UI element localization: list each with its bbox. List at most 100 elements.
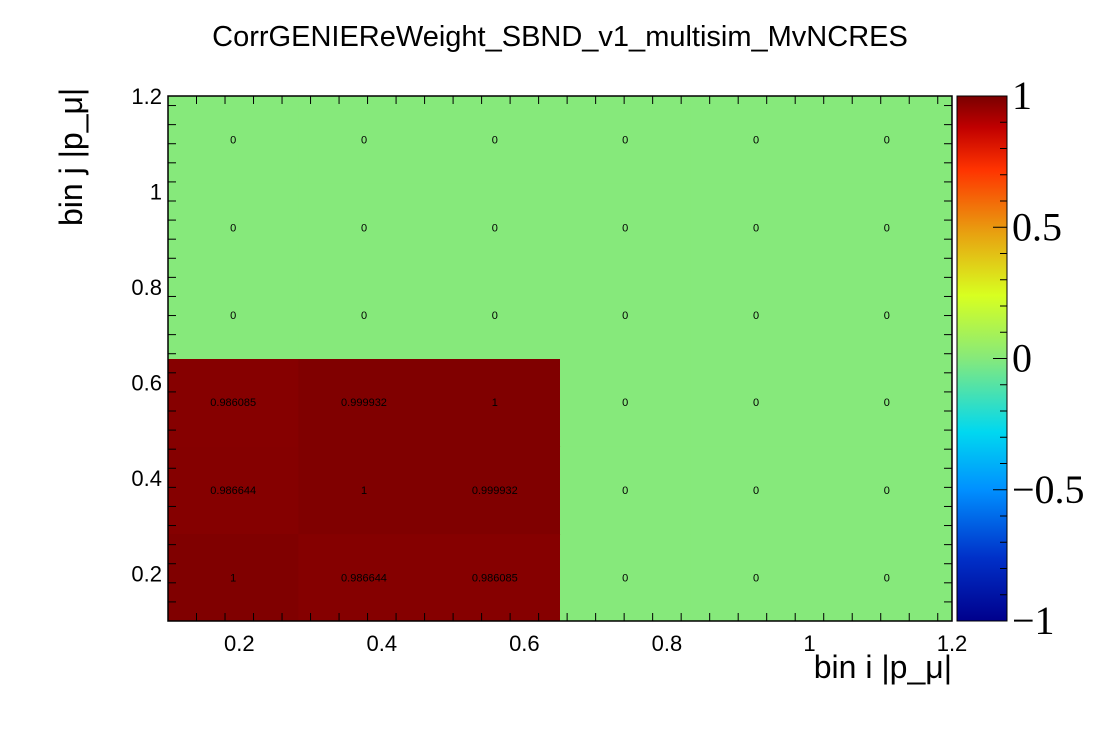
heatmap-cell-label: 0 bbox=[622, 485, 628, 497]
heatmap-cell bbox=[690, 96, 823, 184]
heatmap-cell bbox=[821, 533, 953, 622]
heatmap-cell-label: 0 bbox=[884, 222, 890, 234]
heatmap-cell-label: 0 bbox=[622, 222, 628, 234]
colorbar-tick-label: −1 bbox=[1012, 598, 1055, 643]
heatmap-cell-label: 0 bbox=[492, 135, 498, 147]
heatmap-cell bbox=[429, 533, 561, 622]
heatmap-cell-label: 0 bbox=[622, 135, 628, 147]
heatmap-cell bbox=[560, 271, 691, 359]
heatmap-cell bbox=[821, 445, 953, 535]
heatmap-cell-label: 0 bbox=[753, 135, 759, 147]
x-axis-label: bin i |p_μ| bbox=[814, 649, 952, 685]
y-axis-label: bin j |p_μ| bbox=[53, 88, 89, 226]
heatmap-cell bbox=[690, 271, 823, 359]
heatmap-cell bbox=[168, 358, 299, 447]
heatmap-cell-label: 0 bbox=[622, 310, 628, 322]
heatmap-cell-label: 0 bbox=[884, 485, 890, 497]
heatmap-cell bbox=[168, 271, 299, 359]
colorbar-tick-label: −0.5 bbox=[1012, 467, 1085, 512]
heatmap-cell bbox=[560, 533, 691, 622]
heatmap-cell-label: 0 bbox=[753, 572, 759, 584]
heatmap-cell bbox=[298, 533, 431, 622]
heatmap-cell bbox=[560, 183, 691, 272]
x-tick-label: 1 bbox=[803, 631, 815, 656]
heatmap-cell-label: 0 bbox=[492, 222, 498, 234]
heatmap-cell-label: 0 bbox=[884, 310, 890, 322]
heatmap-cell bbox=[429, 183, 561, 272]
x-tick-label: 0.8 bbox=[652, 631, 683, 656]
x-tick-label: 0.2 bbox=[224, 631, 255, 656]
heatmap-cell-label: 0 bbox=[492, 310, 498, 322]
heatmap-cell-label: 0 bbox=[230, 222, 236, 234]
heatmap-cell-label: 0 bbox=[361, 135, 367, 147]
heatmap-cell-label: 0 bbox=[884, 135, 890, 147]
heatmap-cell bbox=[429, 96, 561, 184]
x-tick-label: 1.2 bbox=[937, 631, 968, 656]
heatmap-cell-label: 0.986085 bbox=[210, 397, 256, 409]
heatmap-cell-labels: 1 0.986644 0.986085 0 0 0 0.986644 1 0.999932 0 0 0… bbox=[210, 135, 890, 585]
heatmap-cell-label: 0 bbox=[884, 397, 890, 409]
y-axis-ticks bbox=[168, 105, 952, 622]
y-axis-label-text: bin j |p_μ| bbox=[53, 88, 89, 226]
x-axis-label-text: bin i |p_μ| bbox=[814, 649, 952, 685]
heatmap-cell-label: 0 bbox=[753, 310, 759, 322]
heatmap-cell bbox=[298, 271, 431, 359]
heatmap-cell-label: 0 bbox=[361, 222, 367, 234]
y-tick-label: 0.4 bbox=[131, 466, 162, 491]
heatmap-cell bbox=[168, 445, 299, 535]
heatmap-cell bbox=[690, 358, 823, 447]
heatmap-cell bbox=[429, 445, 561, 535]
x-tick-label: 0.6 bbox=[509, 631, 540, 656]
heatmap-cell bbox=[429, 271, 561, 359]
heatmap-cell-label: 1 bbox=[361, 485, 367, 497]
heatmap-cell-label: 0 bbox=[753, 222, 759, 234]
heatmap-cell bbox=[821, 96, 953, 184]
y-tick-label: 1 bbox=[150, 179, 162, 204]
heatmap-cell bbox=[560, 96, 691, 184]
colorbar-tick-label: 1 bbox=[1012, 73, 1032, 118]
y-tick-label: 0.2 bbox=[131, 561, 162, 586]
heatmap-cell-label: 0 bbox=[361, 310, 367, 322]
colorbar-tick-label: 0 bbox=[1012, 336, 1032, 381]
heatmap-cell-label: 0 bbox=[230, 135, 236, 147]
heatmap-cells bbox=[168, 96, 953, 622]
heatmap-cell-label: 0.986644 bbox=[210, 485, 256, 497]
x-axis-ticks bbox=[167, 96, 939, 621]
heatmap-cell bbox=[298, 445, 431, 535]
y-tick-label: 1.2 bbox=[131, 84, 162, 109]
heatmap-cell bbox=[821, 183, 953, 272]
heatmap-cell bbox=[298, 358, 431, 447]
heatmap-cell-label: 0 bbox=[753, 397, 759, 409]
chart-title: CorrGENIEReWeight_SBND_v1_multisim_MvNCR… bbox=[212, 21, 908, 53]
heatmap-cell bbox=[429, 358, 561, 447]
heatmap-cell-label: 1 bbox=[230, 572, 236, 584]
heatmap-cell bbox=[821, 271, 953, 359]
heatmap-cell-label: 0 bbox=[230, 310, 236, 322]
y-tick-label: 0.8 bbox=[131, 275, 162, 300]
heatmap-cell-label: 0 bbox=[884, 572, 890, 584]
heatmap-cell-label: 0 bbox=[622, 572, 628, 584]
heatmap-cell bbox=[168, 96, 299, 184]
heatmap-cell bbox=[298, 96, 431, 184]
x-axis-tick-labels: 0.2 0.4 0.6 0.8 1 1.2 bbox=[224, 631, 967, 656]
colorbar-ticks bbox=[993, 95, 1007, 622]
plot-frame bbox=[167, 95, 953, 622]
heatmap-cell bbox=[298, 183, 431, 272]
colorbar-tick-labels: 1 0.5 0 −0.5 −1 bbox=[1012, 73, 1085, 643]
heatmap-cell-label: 1 bbox=[492, 397, 498, 409]
y-axis-tick-labels: 0.2 0.4 0.6 0.8 1 1.2 bbox=[131, 84, 162, 586]
heatmap-cell bbox=[560, 445, 691, 535]
heatmap-cell-label: 0.999932 bbox=[472, 485, 518, 497]
heatmap-cell-label: 0 bbox=[753, 485, 759, 497]
heatmap-cell bbox=[560, 358, 691, 447]
heatmap-cell-label: 0 bbox=[622, 397, 628, 409]
heatmap-cell bbox=[690, 183, 823, 272]
x-tick-label: 0.4 bbox=[367, 631, 398, 656]
heatmap-cell bbox=[168, 533, 299, 622]
heatmap-cell bbox=[690, 533, 823, 622]
heatmap-cell bbox=[690, 445, 823, 535]
heatmap-cell bbox=[821, 358, 953, 447]
heatmap-cell-label: 0.999932 bbox=[341, 397, 387, 409]
colorbar-tick-label: 0.5 bbox=[1012, 204, 1062, 249]
